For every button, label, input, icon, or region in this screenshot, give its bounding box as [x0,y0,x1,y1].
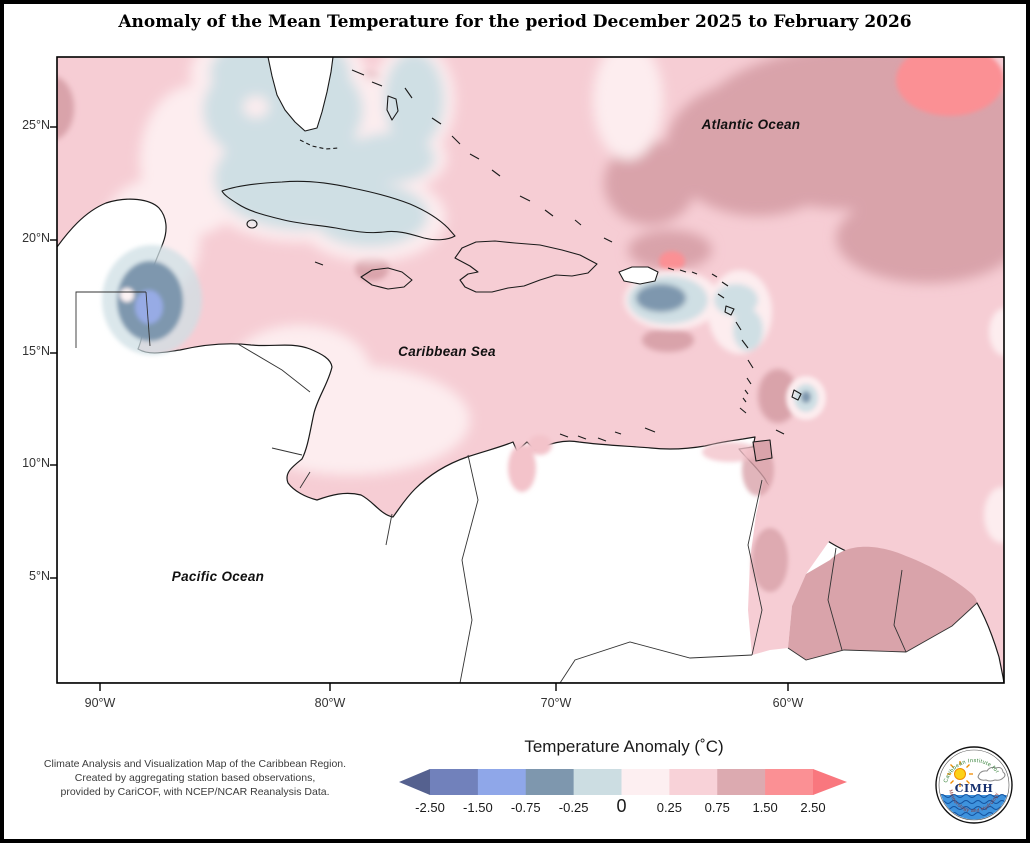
legend-segment-2 [525,769,575,795]
sun-icon [947,761,973,787]
lon-label-90°W: 90°W [84,696,116,710]
legend-tick-0.75: 0.75 [704,800,730,815]
jamaica [360,267,413,290]
attribution-line-2: Created by aggregating station based obs… [74,772,316,784]
legend-arrow-left [399,769,430,795]
pacific-ocean-label: Pacific Ocean [171,569,265,584]
figure-title: Anomaly of the Mean Temperature for the … [118,12,912,32]
lat-label-20°N: 20°N [22,231,50,245]
atlantic-ocean-label: Atlantic Ocean [701,117,801,132]
lat-label-15°N: 15°N [22,344,50,358]
legend-colorbar [399,769,847,795]
belize-cool-bullseye [102,245,202,355]
legend-tick--1.50: -1.50 [463,800,493,815]
cimh-logo: CIMH Caribbean Institute for Meteorology… [935,746,1013,824]
legend-tick-0: 0 [616,796,627,816]
caribbean-sea-label: Caribbean Sea [398,344,496,359]
legend-segment-3 [573,769,622,795]
legend-tick-1.50: 1.50 [752,800,778,815]
lon-label-70°W: 70°W [540,696,572,710]
pale-edge-pockets [984,308,1004,543]
attribution-line-1: Climate Analysis and Visualization Map o… [43,758,347,770]
islands [221,57,802,462]
legend-tick-0.25: 0.25 [656,800,683,815]
map-frame [56,56,1005,684]
guianas-shading [788,546,977,660]
axis-ticks [50,126,789,691]
lat-label-5°N: 5°N [29,569,50,583]
legend-segment-7 [765,769,814,795]
legend-title: Temperature Anomaly (˚C) [524,737,724,756]
legend-tick--2.50: -2.50 [415,800,445,815]
logo-inner-ring [938,749,1010,821]
guyana-shading [748,480,830,655]
legend-tick--0.25: -0.25 [558,800,589,815]
lesser-antilles [667,267,802,435]
logo-acronym: CIMH [955,782,993,795]
cuba [221,180,456,241]
legend-tick-labels: -2.50 -1.50 -0.75 -0.25 0 0.25 0.75 1.50 2.50 [398,796,850,818]
legend-segment-0 [430,769,479,795]
cool-anomaly-blobs-east [624,270,772,354]
hispaniola [454,240,598,293]
lat-label-25°N: 25°N [22,118,50,132]
bahamas [351,69,613,243]
cool-anomaly-spot-barbados [786,376,826,420]
legend-tick-2.50: 2.50 [800,800,826,815]
guyana-west-dusty-spot [752,528,788,592]
venezuela-offshore-islands [559,427,656,442]
legend-segment-4 [621,769,670,795]
cloud-icon [977,766,1006,782]
attribution-line-3: provided by CariCOF, with NCEP/NCAR Rean… [60,786,330,798]
attribution-text: Climate Analysis and Visualization Map o… [14,757,376,799]
lat-label-10°N: 10°N [22,456,50,470]
lon-label-80°W: 80°W [314,696,346,710]
isla-juventud [246,219,258,229]
venezuela-coast-shading [508,435,774,496]
legend-segment-1 [477,769,527,795]
anomaly-field [57,57,1004,683]
legend-arrow-right [813,769,847,795]
cayman [314,261,324,266]
lon-label-60°W: 60°W [772,696,804,710]
legend-tick--0.75: -0.75 [510,800,541,815]
legend-segment-6 [717,769,766,795]
legend-segment-5 [669,769,718,795]
puerto-rico [618,266,659,285]
trinidad [752,439,773,462]
country-borders [75,291,978,683]
florida [267,57,334,132]
